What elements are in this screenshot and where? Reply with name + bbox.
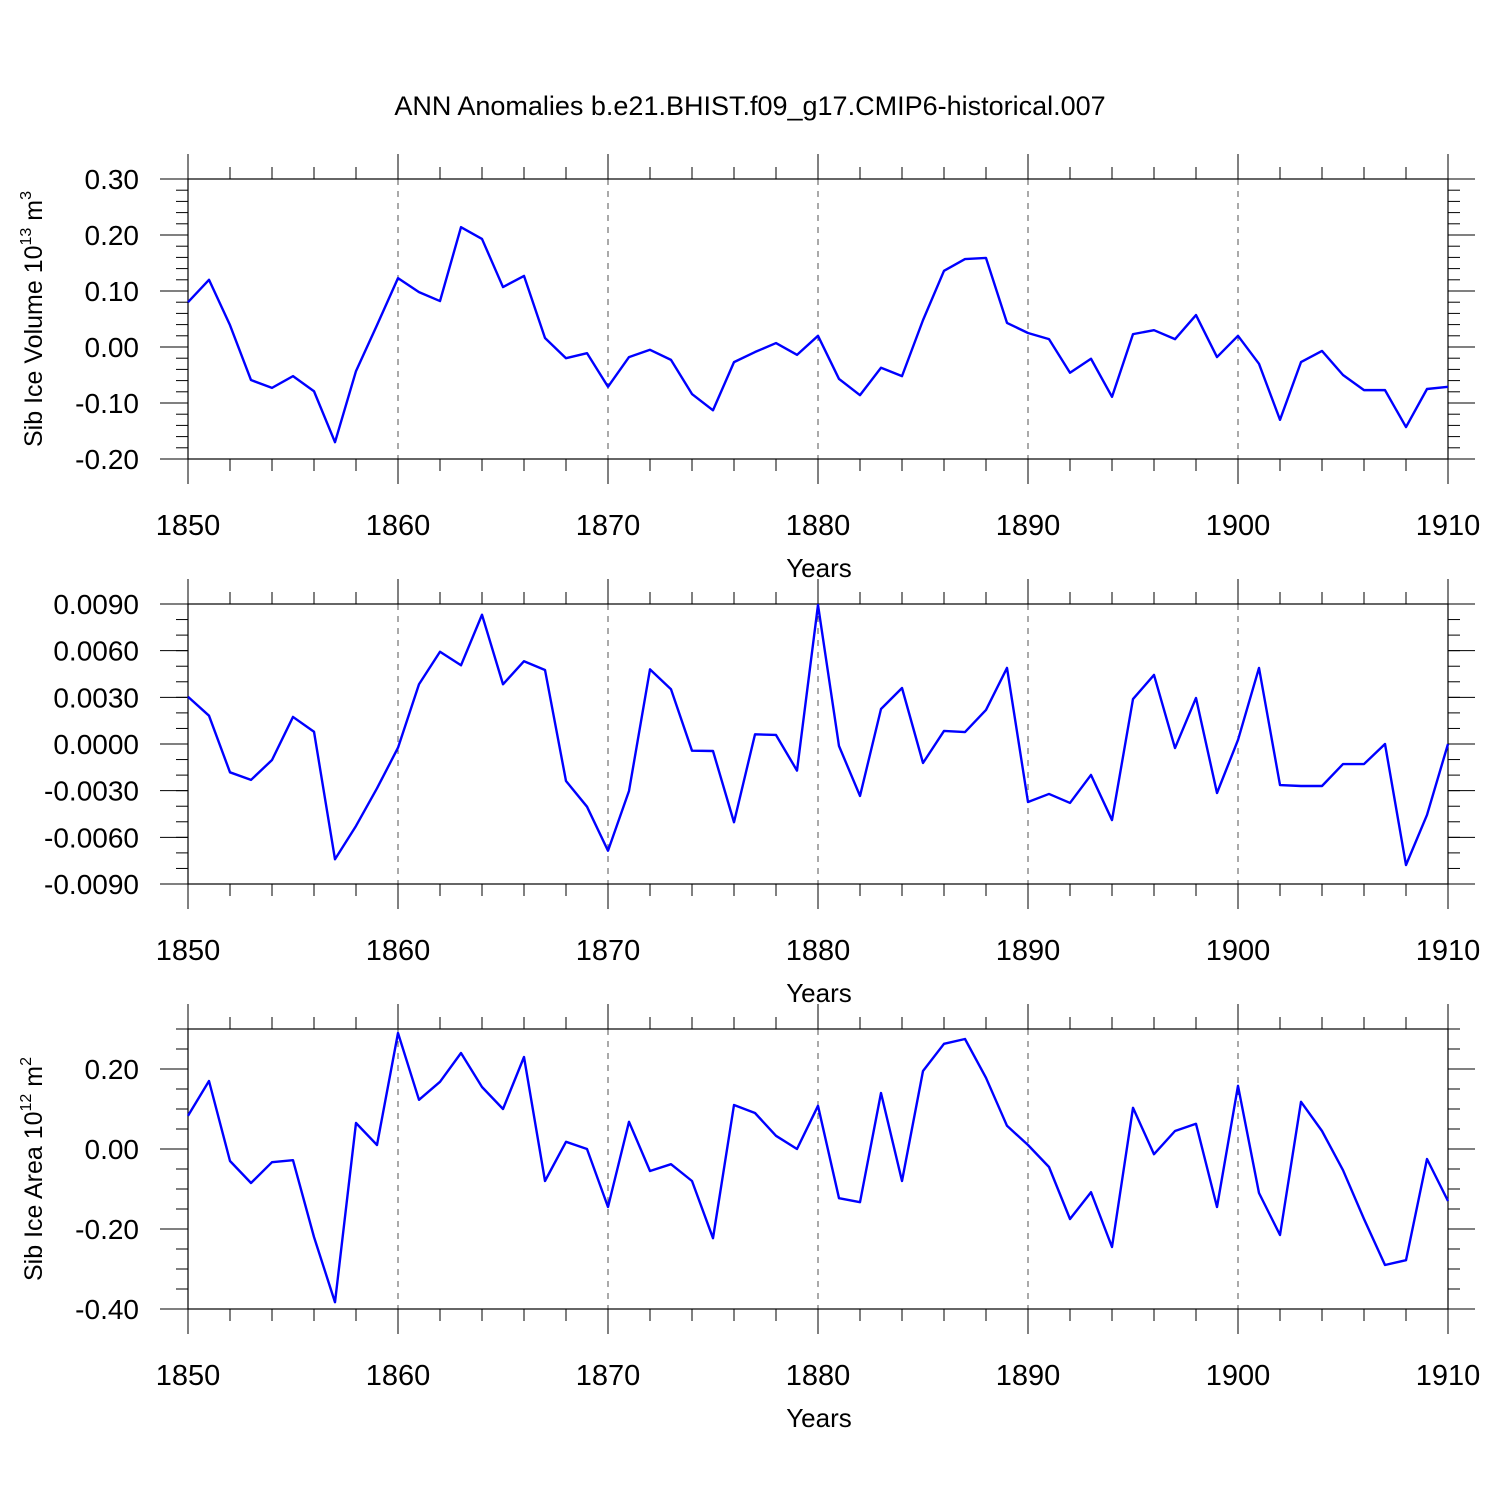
y-tick-label: -0.0090 xyxy=(44,869,139,900)
y-axis-title: Sib Ice Volume 1013 m3 xyxy=(18,191,48,447)
x-tick-label: 1910 xyxy=(1416,1360,1481,1392)
y-tick-label: 0.00 xyxy=(85,1134,140,1165)
y-axis-title-text: Sib Ice Volume 10 xyxy=(20,245,48,447)
y-tick-label: -0.20 xyxy=(75,444,139,475)
y-axis-title-text: Sib Snow Volume 10 xyxy=(0,656,2,887)
x-tick-label: 1900 xyxy=(1206,935,1271,967)
y-tick-label: -0.0030 xyxy=(44,776,139,807)
y-axis-title-unit: m xyxy=(20,200,48,228)
x-tick-label: 1850 xyxy=(156,935,221,967)
x-axis-title: Years xyxy=(786,1403,852,1433)
y-tick-label: 0.10 xyxy=(85,276,140,307)
x-tick-label: 1890 xyxy=(996,510,1061,542)
x-tick-label: 1900 xyxy=(1206,510,1271,542)
y-axis-title: Sib Snow Volume 1013 m3 xyxy=(0,601,2,886)
x-tick-label: 1890 xyxy=(996,935,1061,967)
y-tick-label: 0.0060 xyxy=(53,636,139,667)
x-tick-label: 1870 xyxy=(576,510,641,542)
y-tick-label: -0.10 xyxy=(75,388,139,419)
x-tick-label: 1910 xyxy=(1416,510,1481,542)
panel-2: 0.0090 0.0060 0.0030 0.0000 -0.0030 -0.0060 -0… xyxy=(0,579,1480,1008)
y-axis-title-exp: 12 xyxy=(18,1094,35,1112)
x-tick-label: 1910 xyxy=(1416,935,1481,967)
y-tick-label: -0.0060 xyxy=(44,822,139,853)
x-tick-label: 1860 xyxy=(366,1360,431,1392)
x-tick-label: 1860 xyxy=(366,510,431,542)
x-tick-label: 1890 xyxy=(996,1360,1061,1392)
y-axis-title-text: Sib Ice Area 10 xyxy=(20,1111,48,1281)
y-tick-label: 0.0030 xyxy=(53,682,139,713)
x-tick-label: 1880 xyxy=(786,1360,851,1392)
y-tick-label: 0.0090 xyxy=(53,589,139,620)
x-tick-label: 1870 xyxy=(576,1360,641,1392)
y-axis-title-exp: 13 xyxy=(18,228,35,246)
x-tick-label: 1870 xyxy=(576,935,641,967)
x-tick-label: 1850 xyxy=(156,510,221,542)
y-tick-label: 0.30 xyxy=(85,164,140,195)
x-axis-title: Years xyxy=(786,553,852,583)
y-axis-title-unit-exp: 2 xyxy=(18,1057,35,1066)
y-tick-label: -0.20 xyxy=(75,1214,139,1245)
y-tick-label: -0.40 xyxy=(75,1294,139,1325)
x-tick-label: 1900 xyxy=(1206,1360,1271,1392)
y-tick-label: 0.20 xyxy=(85,1054,140,1085)
y-tick-label: 0.00 xyxy=(85,332,140,363)
figure-title: ANN Anomalies b.e21.BHIST.f09_g17.CMIP6-… xyxy=(394,91,1105,121)
x-tick-label: 1850 xyxy=(156,1360,221,1392)
y-tick-label: 0.0000 xyxy=(53,729,139,760)
panel-1: 0.30 0.20 0.10 0.00 -0.10 -0.20 1850 1860 1870 18… xyxy=(18,154,1480,583)
x-tick-label: 1880 xyxy=(786,935,851,967)
panel-3: 0.20 0.00 -0.20 -0.40 1850 1860 1870 1880 1890 19… xyxy=(18,1004,1480,1433)
y-axis-title-unit: m xyxy=(0,610,2,638)
y-axis-title-unit-exp: 3 xyxy=(18,191,35,200)
x-tick-label: 1880 xyxy=(786,510,851,542)
y-axis-title-unit: m xyxy=(20,1066,48,1094)
x-tick-label: 1860 xyxy=(366,935,431,967)
y-axis-title: Sib Ice Area 1012 m2 xyxy=(18,1057,48,1281)
y-tick-label: 0.20 xyxy=(85,220,140,251)
x-axis-title: Years xyxy=(786,978,852,1008)
